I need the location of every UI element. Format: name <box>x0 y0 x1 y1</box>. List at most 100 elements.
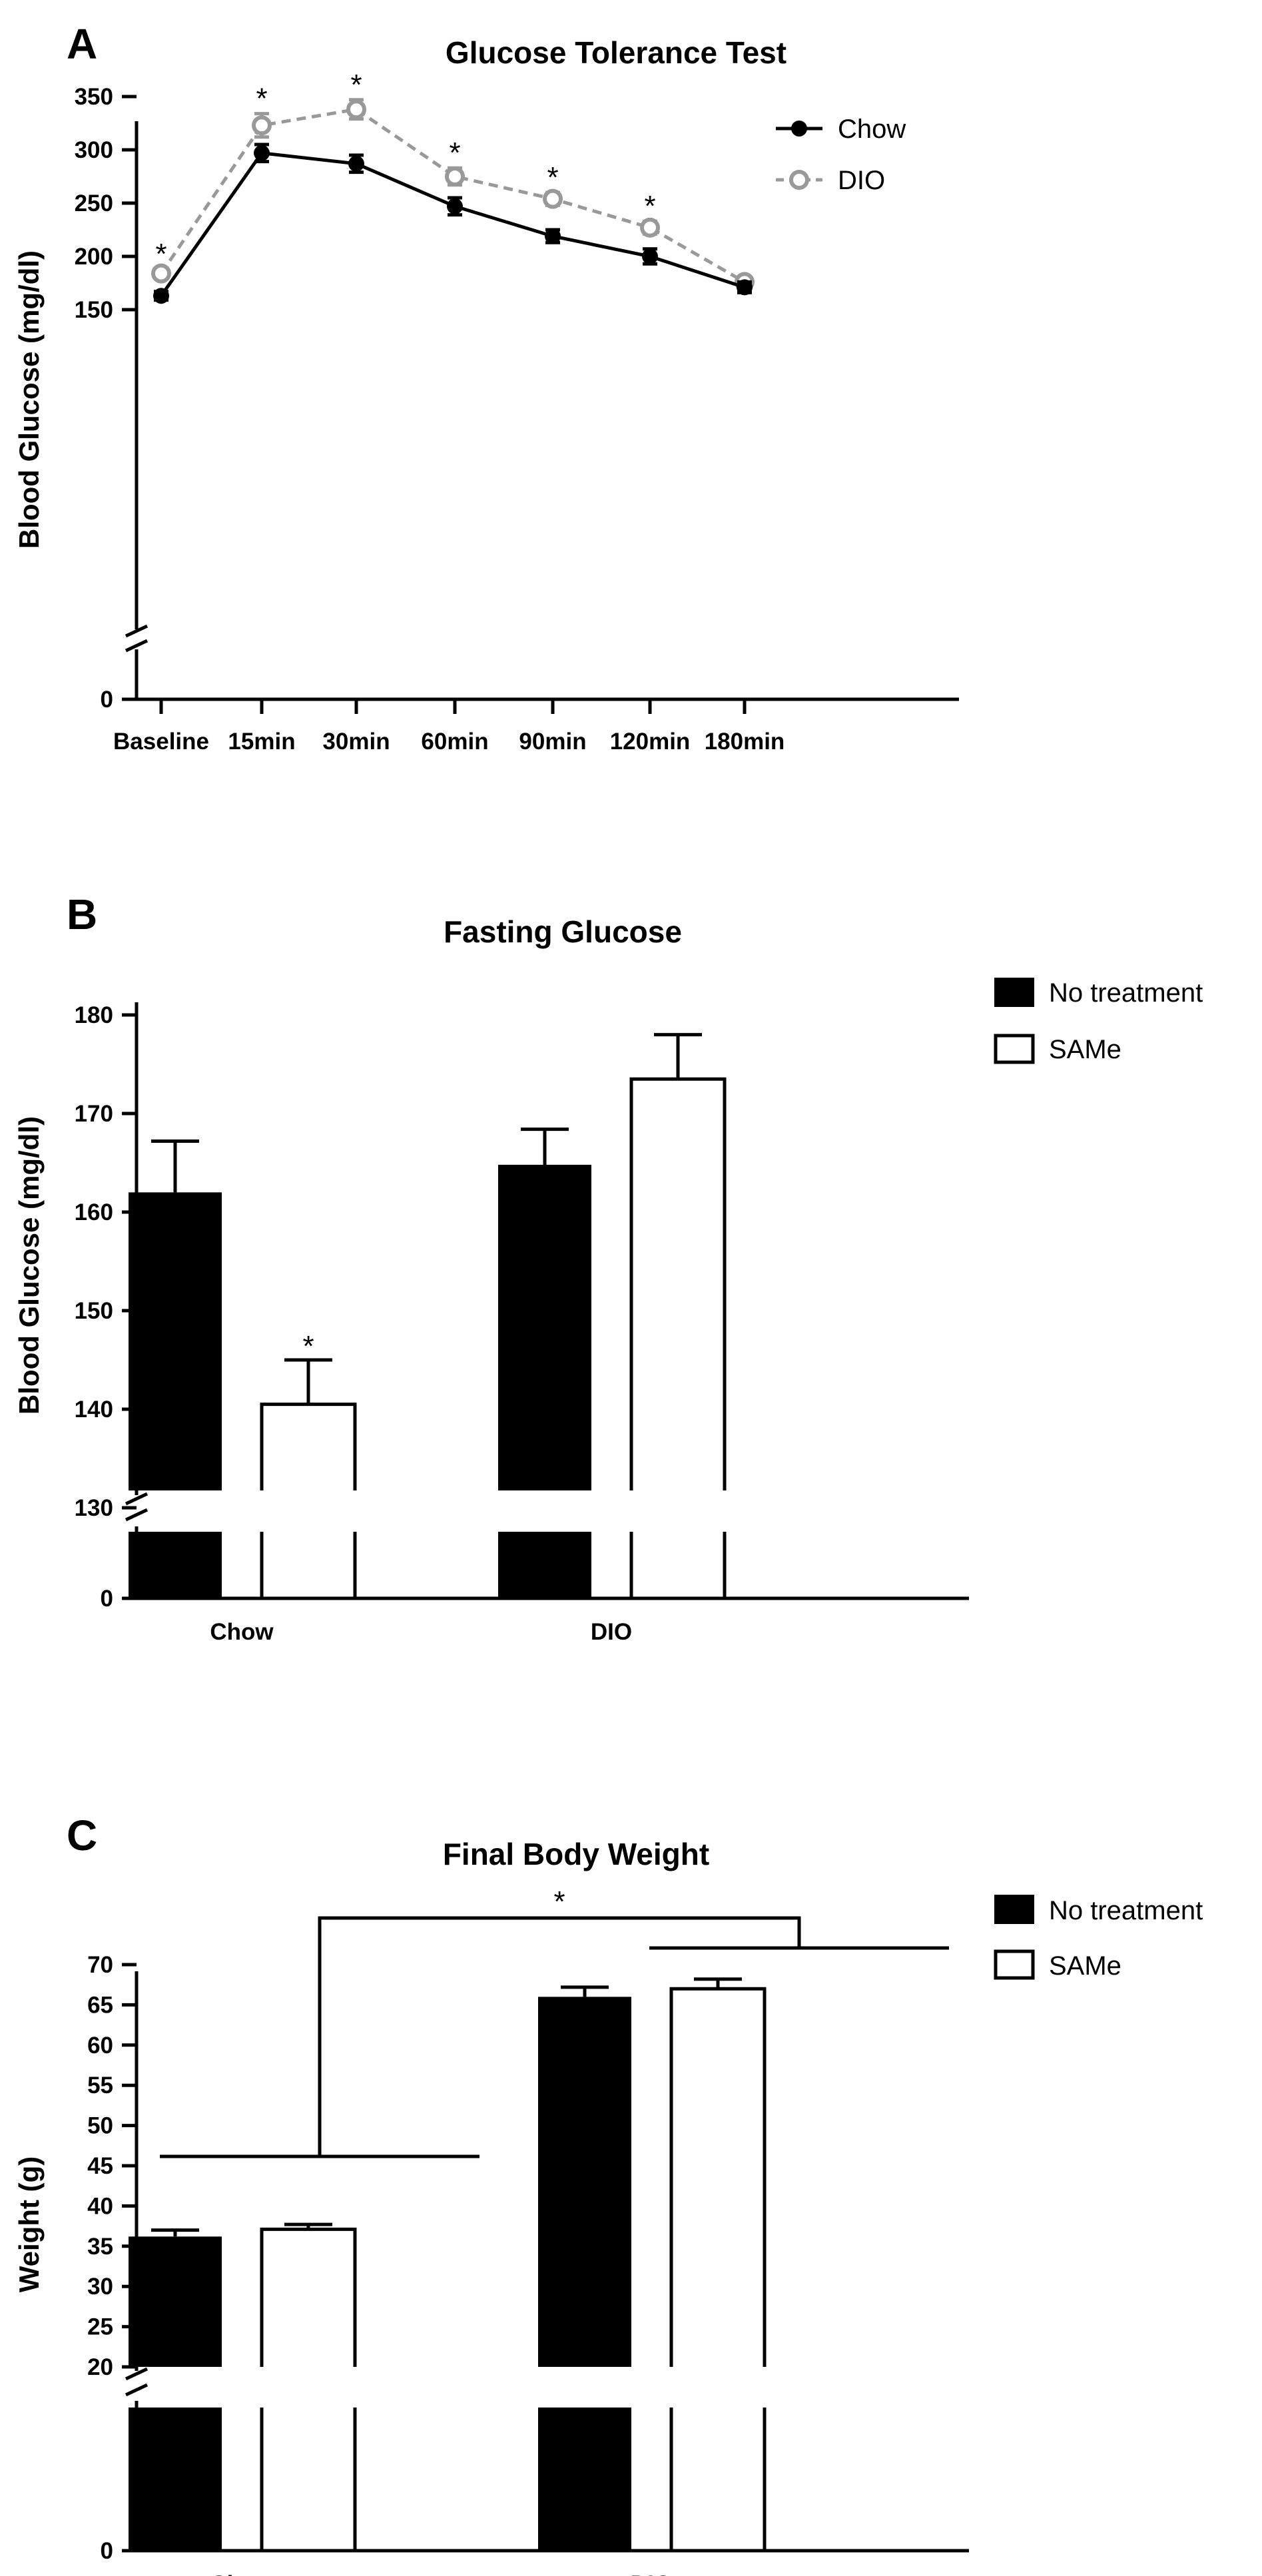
panel-c-ytick-label-35: 35 <box>87 2234 113 2260</box>
legend-same-swatch <box>994 1034 1035 1064</box>
panel-c-xtick-label-DIO: DIO <box>631 2571 672 2576</box>
panel-c-ylabel: Weight (g) <box>13 2156 45 2293</box>
errorbar-no-treatment-Chow <box>151 1139 199 1193</box>
legend-no-treatment-label: No treatment <box>1049 978 1203 1008</box>
legend-same-label: SAMe <box>1049 1951 1121 1981</box>
panel-a-xtick-label-15min: 15min <box>228 729 295 755</box>
panel-c-ytick-label-45: 45 <box>87 2153 113 2179</box>
panel-b-axis-break <box>125 1492 149 1522</box>
panel-c-ytick-label-50: 50 <box>87 2113 113 2139</box>
panel-b-title: Fasting Glucose <box>444 914 682 949</box>
panel-c-ytick-label-60: 60 <box>87 2033 113 2059</box>
errorbar-no-treatment-DIO <box>521 1127 569 1165</box>
bar-same-Chow <box>260 1403 357 1490</box>
panel-c-ytick-label-30: 30 <box>87 2274 113 2300</box>
bar-no-treatment-Chow-base <box>129 2408 222 2551</box>
legend-chow-label: Chow <box>838 115 906 144</box>
panel-a-legend: Chow DIO <box>776 115 906 195</box>
panel-a-ytick-label-break: 0 <box>101 687 113 713</box>
panel-b-ytick-label-150: 150 <box>75 1298 113 1324</box>
bar-same-DIO-base <box>629 1532 727 1598</box>
errorbar-same-DIO <box>694 1977 742 1989</box>
panel-c-significance-star: * <box>553 1885 565 1918</box>
panel-c-ytick-label-55: 55 <box>87 2073 113 2098</box>
point-dio-15min <box>252 115 272 136</box>
panel-c-ytick-label-20: 20 <box>87 2354 113 2380</box>
panel-c-xtick-label-Chow: Chow <box>210 2571 274 2576</box>
legend-same-label: SAMe <box>1049 1035 1121 1064</box>
legend-chow-marker <box>791 121 807 137</box>
point-dio-90min <box>543 188 563 209</box>
legend-dio-label: DIO <box>838 166 885 195</box>
bar-same-Chow <box>260 2227 357 2367</box>
point-chow-Baseline <box>153 288 169 304</box>
legend-no-treatment-label: No treatment <box>1049 1896 1203 1925</box>
point-chow-15min <box>254 145 270 161</box>
bar-no-treatment-Chow-base <box>129 1532 222 1598</box>
panel-a-xtick-label-90min: 90min <box>519 729 586 755</box>
panel-a-star-120min: * <box>644 190 655 222</box>
panel-b-star-Chow: * <box>302 1330 314 1363</box>
point-chow-90min <box>545 228 561 244</box>
bar-same-DIO <box>669 1987 767 2367</box>
panel-b-ytick-label-130: 130 <box>75 1495 113 1521</box>
panel-a-star-60min: * <box>449 137 460 169</box>
panel-c-axis-break <box>125 2367 149 2397</box>
bar-no-treatment-DIO-base <box>498 1532 591 1598</box>
bar-same-DIO <box>629 1077 727 1490</box>
bar-no-treatment-Chow <box>129 1192 222 1490</box>
point-dio-120min <box>640 217 660 238</box>
panel-b-letter: B <box>67 890 97 938</box>
panel-a-star-15min: * <box>256 83 267 115</box>
panel-a-xtick-label-Baseline: Baseline <box>113 729 209 755</box>
panel-a-ytick-label-150: 150 <box>75 297 113 323</box>
panel-c: C Final Body Weight Weight (g) 0 20 25 30 3… <box>13 1811 1203 2576</box>
panel-a-ytick-label-250: 250 <box>75 190 113 216</box>
bar-no-treatment-Chow <box>129 2236 222 2367</box>
panel-c-letter: C <box>67 1811 97 1859</box>
panel-a-xtick-label-60min: 60min <box>421 729 488 755</box>
panel-a-title: Glucose Tolerance Test <box>446 35 787 70</box>
panel-c-ytick-label-40: 40 <box>87 2193 113 2219</box>
point-chow-180min <box>737 279 753 296</box>
point-dio-Baseline <box>151 263 171 284</box>
errorbar-no-treatment-Chow <box>151 2228 199 2237</box>
panel-c-legend: No treatment SAMe <box>994 1895 1203 1981</box>
panel-a-ytick-label-350: 350 <box>75 84 113 110</box>
panel-b-xtick-label-Chow: Chow <box>210 1619 274 1645</box>
panel-c-ytick-label-70: 70 <box>87 1952 113 1978</box>
panel-a-axis-break <box>125 624 149 653</box>
panel-a-star-30min: * <box>350 69 362 101</box>
point-dio-60min <box>445 166 465 186</box>
bar-no-treatment-DIO <box>538 1997 631 2367</box>
bar-same-Chow-base <box>260 1532 357 1598</box>
legend-no-treatment-swatch <box>994 978 1034 1007</box>
point-chow-30min <box>348 155 364 172</box>
panel-a-xtick-label-180min: 180min <box>705 729 785 755</box>
panel-a-star-Baseline: * <box>155 238 166 270</box>
errorbar-no-treatment-DIO <box>561 1985 609 1997</box>
point-chow-120min <box>642 248 658 264</box>
panel-b-ylabel: Blood Glucose (mg/dl) <box>13 1116 45 1415</box>
bar-no-treatment-DIO-base <box>538 2408 631 2551</box>
legend-no-treatment-swatch <box>994 1895 1034 1924</box>
panel-b-xtick-label-DIO: DIO <box>591 1619 632 1645</box>
panel-a: A Glucose Tolerance Test Blood Glucose (… <box>13 20 959 755</box>
panel-c-ytick-label-break: 0 <box>101 2538 113 2564</box>
panel-a-xtick-label-30min: 30min <box>322 729 390 755</box>
legend-dio-marker <box>789 170 809 190</box>
panel-a-ytick-label-300: 300 <box>75 137 113 163</box>
panel-b-ytick-label-140: 140 <box>75 1397 113 1423</box>
point-dio-30min <box>346 99 366 120</box>
bar-same-DIO-base <box>669 2408 767 2551</box>
panel-b-legend: No treatment SAMe <box>994 978 1203 1064</box>
panel-c-ytick-label-25: 25 <box>87 2314 113 2340</box>
panel-a-letter: A <box>67 20 97 68</box>
panel-b-ytick-label-170: 170 <box>75 1101 113 1127</box>
panel-a-ytick-label-200: 200 <box>75 244 113 270</box>
panel-b-ytick-label-160: 160 <box>75 1199 113 1225</box>
panel-a-xtick-label-120min: 120min <box>610 729 691 755</box>
panel-c-ytick-label-65: 65 <box>87 1992 113 2018</box>
errorbar-same-Chow <box>284 2222 332 2230</box>
